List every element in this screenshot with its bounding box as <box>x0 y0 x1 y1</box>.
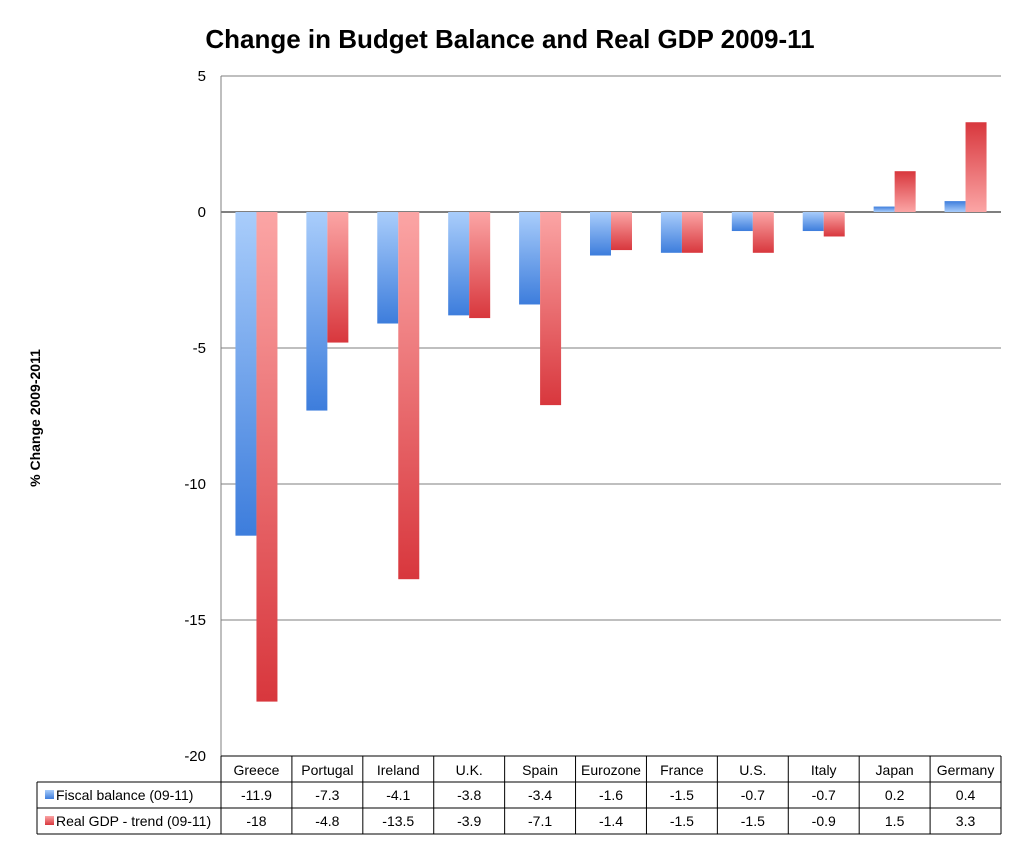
category-label: U.S. <box>739 762 766 778</box>
bars <box>235 122 987 702</box>
bar-real-gdp <box>894 171 916 212</box>
y-axis-label: % Change 2009-2011 <box>27 349 43 487</box>
bar-fiscal-balance <box>802 212 824 232</box>
category-label: Ireland <box>377 762 420 778</box>
data-label: -13.5 <box>382 813 414 829</box>
data-table: Greece Portugal Ireland U.K. Spain Eurozone Fr… <box>36 755 1002 835</box>
category-label: Germany <box>937 762 995 778</box>
category-label: France <box>660 762 704 778</box>
category-label: Italy <box>811 762 837 778</box>
bar-fiscal-balance <box>235 212 257 536</box>
data-label: -1.4 <box>599 813 623 829</box>
legend-label: Real GDP - trend (09-11) <box>56 813 211 829</box>
data-label: -7.3 <box>315 787 339 803</box>
data-label: 0.2 <box>885 787 905 803</box>
data-label: -0.7 <box>812 787 836 803</box>
bar-fiscal-balance <box>448 212 470 316</box>
bar-real-gdp <box>398 212 420 580</box>
legend-key-fiscal-balance <box>45 790 54 799</box>
bar-real-gdp <box>965 122 987 212</box>
bar-fiscal-balance <box>944 201 966 212</box>
bar-real-gdp <box>681 212 703 253</box>
data-label: -1.5 <box>741 813 765 829</box>
y-tick-label: -20 <box>184 748 206 765</box>
category-label: Greece <box>233 762 279 778</box>
y-tick-label: -10 <box>184 476 206 493</box>
bar-real-gdp <box>611 212 632 251</box>
y-tick-label: -5 <box>193 340 206 357</box>
bar-real-gdp <box>540 212 562 406</box>
legend-label: Fiscal balance (09-11) <box>56 787 193 803</box>
bar-fiscal-balance <box>731 212 753 232</box>
bar-fiscal-balance <box>377 212 399 324</box>
y-tick-labels: 5 0 -5 -10 -15 -20 <box>184 68 206 765</box>
category-label: Eurozone <box>581 762 641 778</box>
chart-title: Change in Budget Balance and Real GDP 20… <box>205 24 814 54</box>
data-label: 1.5 <box>885 813 905 829</box>
data-label: -18 <box>246 813 266 829</box>
data-label: -3.9 <box>457 813 481 829</box>
y-tick-label: 0 <box>198 204 206 221</box>
bar-fiscal-balance <box>873 206 895 212</box>
category-label: Spain <box>522 762 558 778</box>
bar-real-gdp <box>327 212 349 343</box>
data-label: 3.3 <box>956 813 976 829</box>
bar-fiscal-balance <box>306 212 328 411</box>
data-label: -4.1 <box>386 787 410 803</box>
gridlines <box>220 75 1001 756</box>
data-label: 0.4 <box>956 787 976 803</box>
data-label: -3.8 <box>457 787 481 803</box>
bar-fiscal-balance <box>590 212 611 256</box>
category-label: Japan <box>876 762 914 778</box>
data-label: -1.5 <box>670 787 694 803</box>
category-label: Portugal <box>301 762 353 778</box>
bar-real-gdp <box>469 212 491 319</box>
data-label: -4.8 <box>315 813 339 829</box>
bar-fiscal-balance <box>660 212 682 253</box>
bar-fiscal-balance <box>519 212 541 305</box>
bar-real-gdp <box>256 212 278 702</box>
data-label: -0.7 <box>741 787 765 803</box>
y-tick-label: 5 <box>198 68 206 85</box>
legend-key-real-gdp <box>45 816 54 825</box>
bar-real-gdp <box>752 212 774 253</box>
data-label: -1.5 <box>670 813 694 829</box>
y-tick-label: -15 <box>184 612 206 629</box>
data-label: -0.9 <box>812 813 836 829</box>
bar-real-gdp <box>823 212 845 237</box>
data-label: -1.6 <box>599 787 623 803</box>
category-label: U.K. <box>456 762 483 778</box>
data-label: -3.4 <box>528 787 552 803</box>
data-label: -7.1 <box>528 813 552 829</box>
data-label: -11.9 <box>241 787 272 803</box>
